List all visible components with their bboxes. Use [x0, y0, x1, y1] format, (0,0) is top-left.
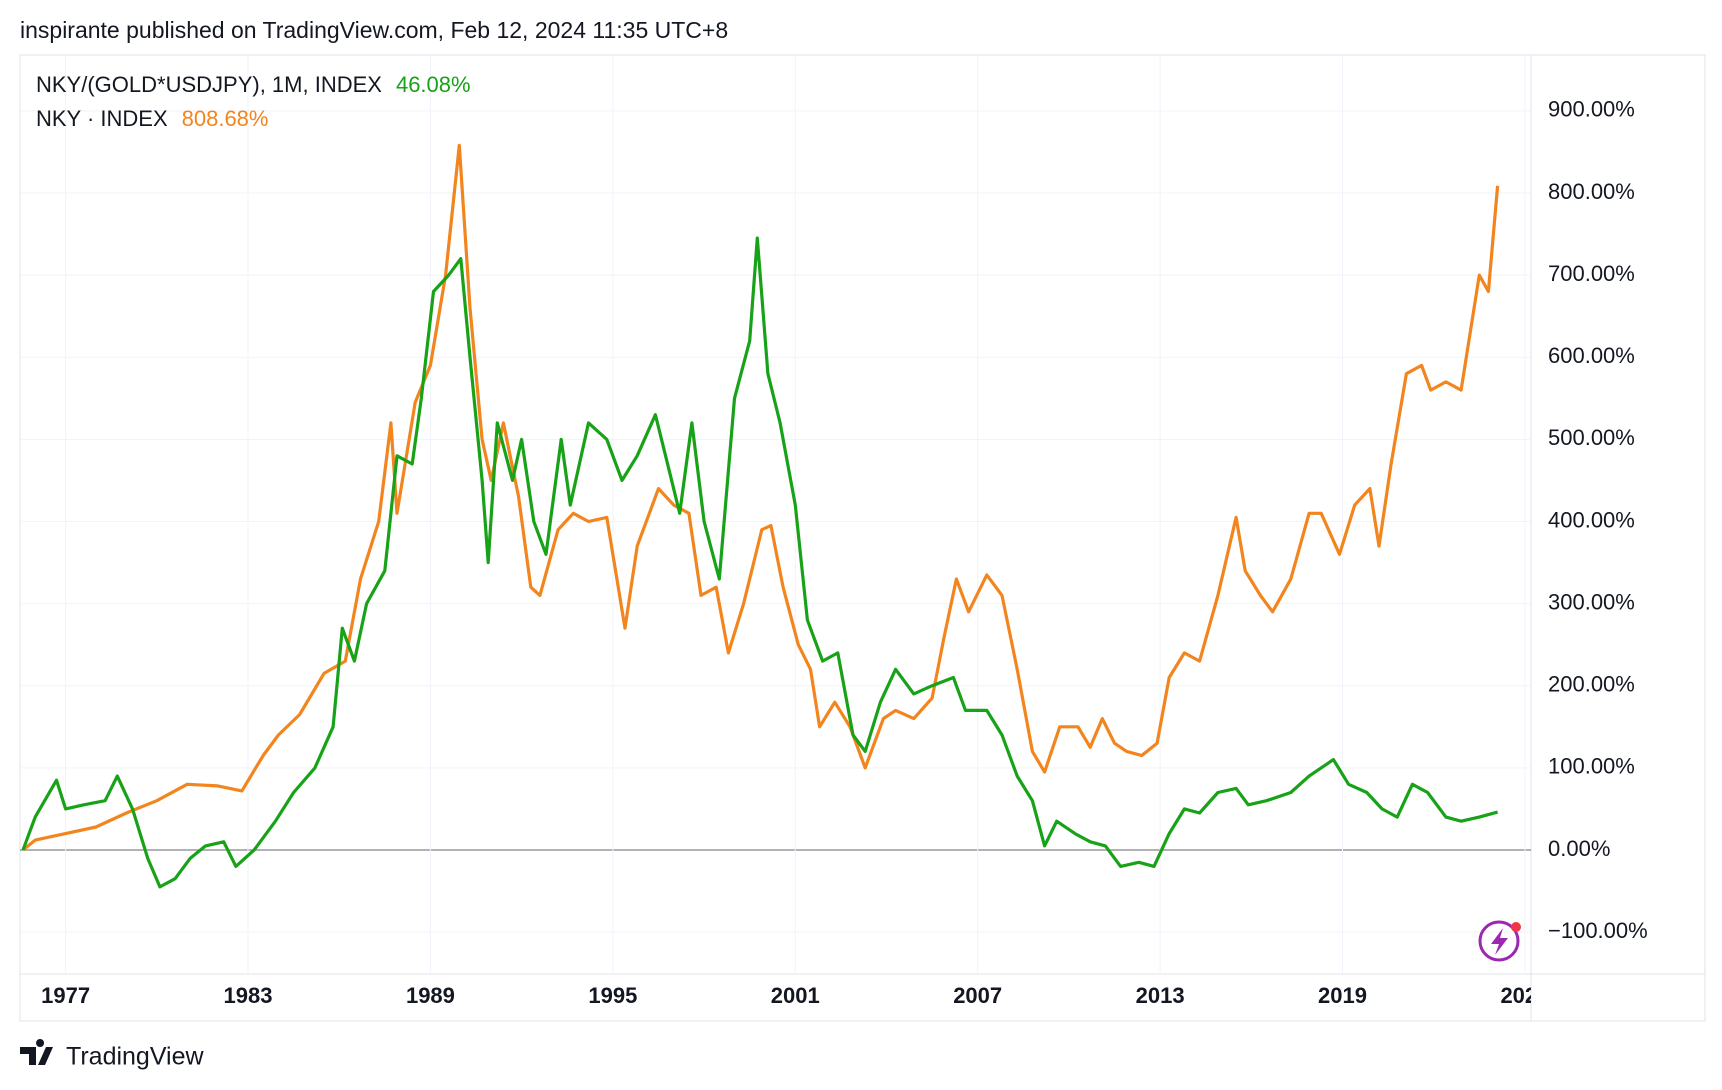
legend-label: NKY · INDEX — [36, 106, 168, 131]
legend-value: 46.08% — [396, 72, 471, 97]
logo: TradingView — [20, 1039, 205, 1071]
x-tick-label: 1995 — [588, 983, 637, 1008]
x-tick-label: 2001 — [771, 983, 820, 1008]
header: inspirante published on TradingView.com,… — [20, 17, 728, 43]
y-tick-label: 100.00% — [1548, 754, 1635, 779]
x-axis: 1977 1983 1989 1995 2001 2007 2013 2019 2025 — [41, 983, 1549, 1008]
x-tick-label: 1989 — [406, 983, 455, 1008]
x-tick-label: 1977 — [41, 983, 90, 1008]
legend-value: 808.68% — [182, 106, 269, 131]
y-tick-label: 0.00% — [1548, 836, 1610, 861]
y-tick-label: −100.00% — [1548, 918, 1648, 943]
y-tick-label: 400.00% — [1548, 507, 1635, 532]
y-tick-label: 200.00% — [1548, 672, 1635, 697]
series-line — [21, 143, 1500, 852]
legend-label: NKY/(GOLD*USDJPY), 1M, INDEX — [36, 72, 382, 97]
y-tick-label: 500.00% — [1548, 425, 1635, 450]
y-tick-label: 800.00% — [1548, 179, 1635, 204]
y-tick-label: 900.00% — [1548, 97, 1635, 122]
grid — [20, 55, 1531, 974]
legend: NKY/(GOLD*USDJPY), 1M, INDEX 46.08% NKY · … — [36, 72, 471, 131]
x-tick-label: 2013 — [1136, 983, 1185, 1008]
y-axis: −100.00% 0.00% 100.00% 200.00% 300.00% 400.00… — [1548, 97, 1648, 943]
x-tick-label: 2025 — [1500, 983, 1549, 1008]
y-tick-label: 600.00% — [1548, 343, 1635, 368]
footer-brand: TradingView — [66, 1043, 205, 1071]
x-tick-label: 2007 — [953, 983, 1002, 1008]
y-tick-label: 300.00% — [1548, 589, 1635, 614]
series-line — [21, 236, 1499, 889]
x-tick-label: 2019 — [1318, 983, 1367, 1008]
y-tick-label: 700.00% — [1548, 261, 1635, 286]
badge-icon — [1478, 920, 1521, 962]
frame — [19, 54, 1706, 1022]
x-tick-label: 1983 — [224, 983, 273, 1008]
plot-lines — [21, 143, 1500, 889]
